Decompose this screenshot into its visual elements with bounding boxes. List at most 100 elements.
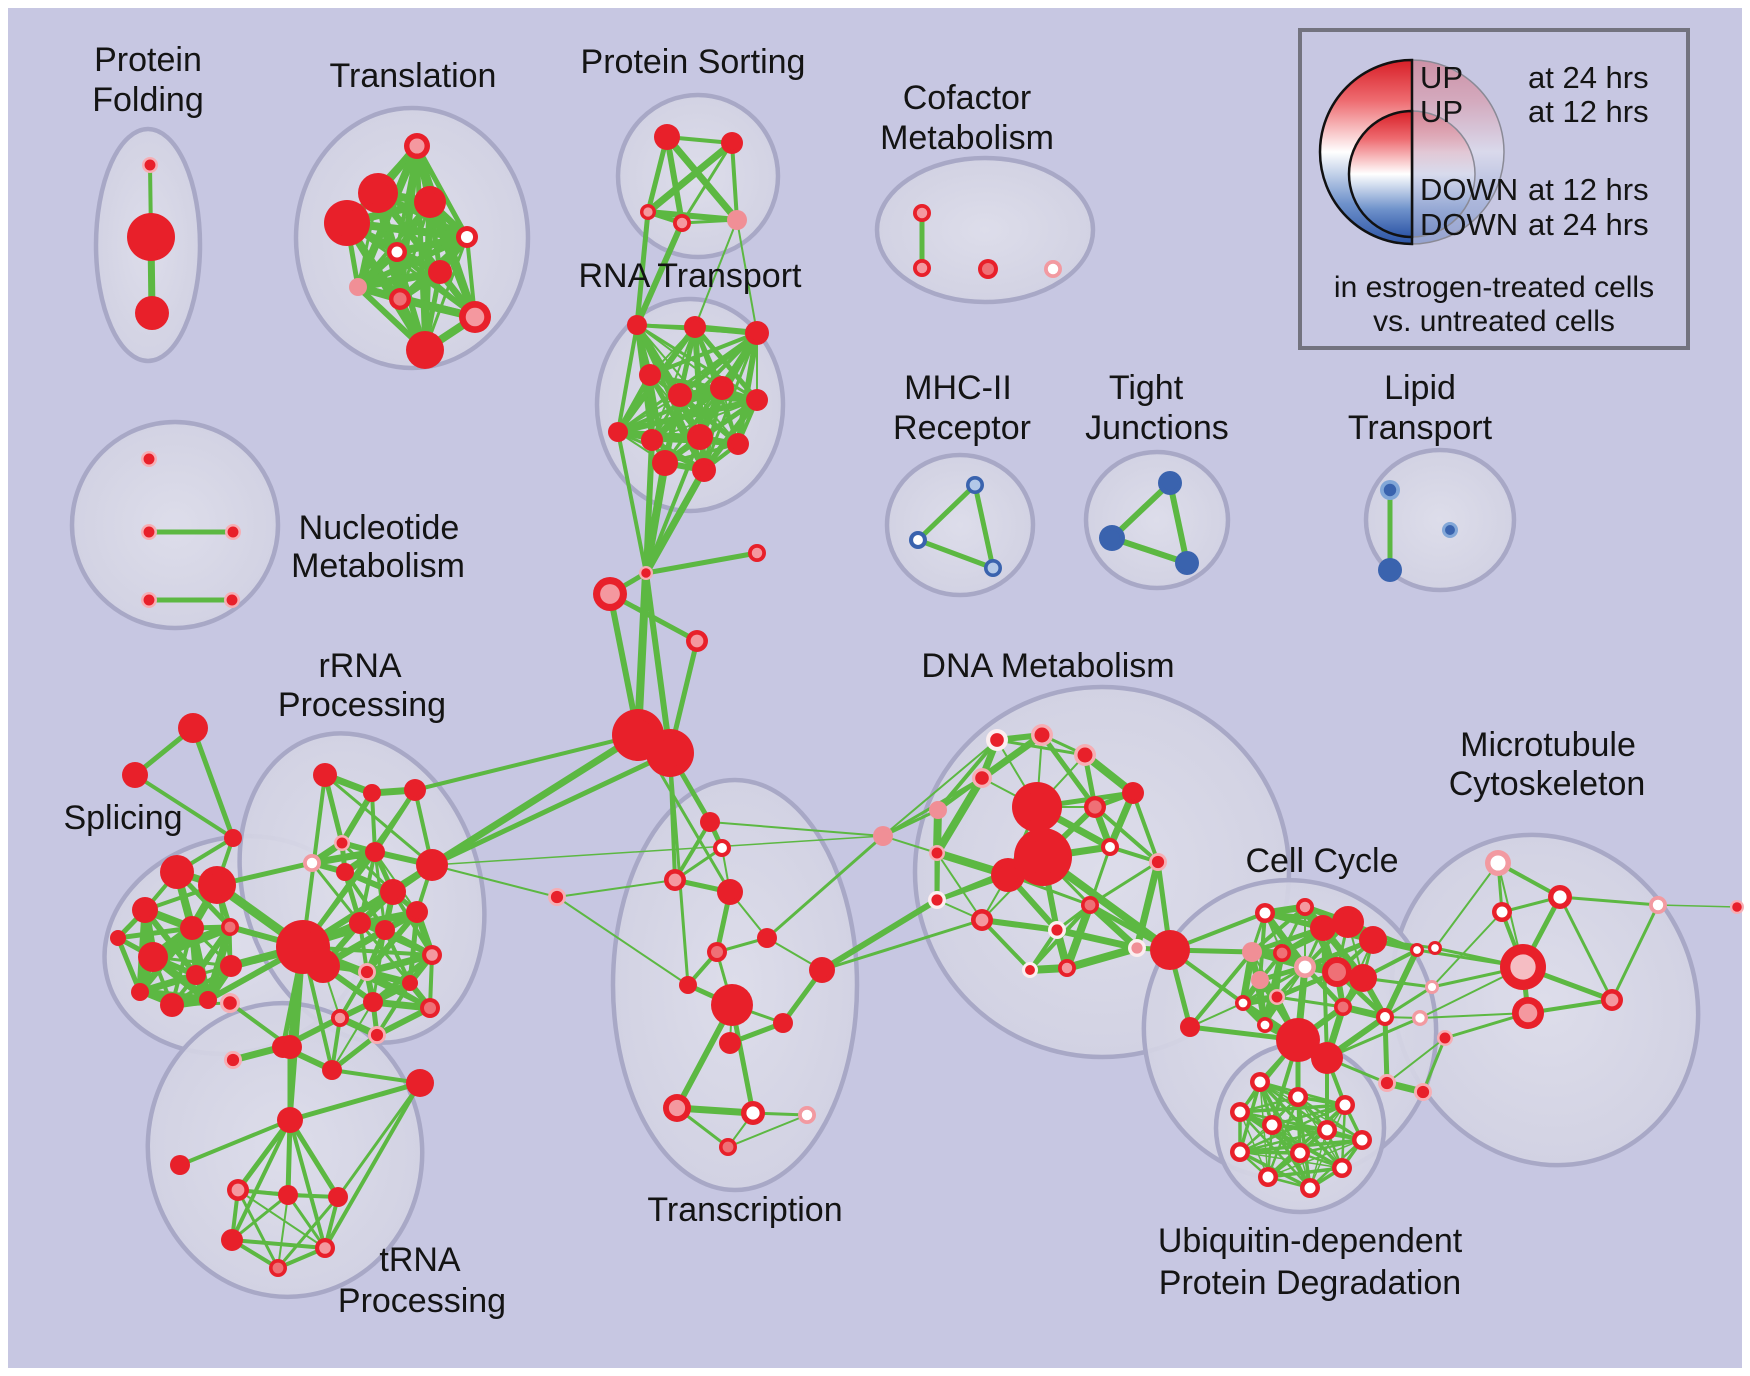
edge (413, 733, 640, 792)
edge (736, 219, 758, 334)
node-translation (324, 200, 370, 246)
cluster-label-rrna: Processing (278, 686, 446, 724)
edge (1250, 905, 1307, 954)
node-translation (414, 186, 446, 218)
node-rna_transport (627, 315, 647, 335)
edge (664, 134, 685, 226)
cluster-label-protein_folding: Protein (94, 41, 202, 79)
node-dna (1081, 896, 1099, 914)
edge (1610, 903, 1660, 1002)
edge (634, 209, 651, 328)
edge (431, 835, 884, 866)
edge (276, 1195, 340, 1270)
legend-time-3: at 24 hrs (1528, 207, 1649, 242)
edge (615, 397, 760, 435)
node-ubiquitin (1230, 1102, 1250, 1122)
edge (1431, 911, 1503, 988)
edge (323, 1081, 422, 1250)
edge (556, 896, 689, 986)
edge (339, 790, 375, 846)
node-microtubule (1412, 1010, 1428, 1026)
cluster-ellipse-mhc (884, 452, 1036, 598)
legend-box (1298, 28, 1690, 350)
node-tight_junctions (1158, 471, 1182, 495)
edge (616, 386, 724, 434)
node-ubiquitin (1290, 1143, 1310, 1163)
node-rrna (331, 1009, 349, 1027)
node-microtubule (1730, 900, 1744, 914)
edge (882, 739, 998, 837)
edge (642, 466, 708, 577)
legend-time-0: at 24 hrs (1528, 60, 1649, 95)
node-rrna (406, 901, 428, 923)
node-ubiquitin (1335, 1095, 1355, 1115)
node-dna (1022, 962, 1038, 978)
edge (1383, 985, 1434, 1019)
node-free (224, 829, 242, 847)
cluster-label-tight_junctions: Tight (1109, 369, 1184, 407)
node-transcription (679, 976, 697, 994)
node-translation (456, 226, 478, 248)
edge (881, 808, 940, 838)
edge (1275, 995, 1345, 1009)
cluster-ellipse-lipid (1363, 447, 1517, 593)
node-rna_transport (639, 364, 661, 386)
cluster-label-nucleotide: Nucleotide (299, 509, 460, 547)
node-microtubule (1437, 1030, 1453, 1046)
node-splicing (131, 983, 149, 1001)
edge (644, 435, 702, 575)
node-cell_cycle (1235, 995, 1251, 1011)
node-cell_cycle (1349, 964, 1377, 992)
node-splicing (110, 930, 126, 946)
node-translation (404, 133, 430, 159)
node-translation (406, 331, 444, 369)
node-protein_folding (135, 296, 169, 330)
node-transcription (713, 839, 731, 857)
node-rna_transport (652, 450, 678, 476)
cluster-label-ubiquitin: Ubiquitin-dependent (1158, 1222, 1463, 1260)
edge (428, 731, 642, 869)
edge (1434, 862, 1499, 949)
node-trna (170, 1155, 190, 1175)
edge (634, 569, 650, 739)
node-transcription (663, 1094, 691, 1122)
edge (1088, 860, 1160, 907)
node-cell_cycle (1242, 942, 1262, 962)
node-rrna (375, 920, 395, 940)
edge (616, 323, 639, 434)
network-nodes (110, 124, 1744, 1277)
edge (1238, 1150, 1302, 1155)
cluster-label-ubiquitin: Protein Degradation (1159, 1264, 1461, 1302)
edge (1109, 535, 1190, 566)
edge (372, 787, 418, 855)
cluster-label-protein_folding: Folding (92, 81, 204, 119)
node-transcription (741, 1101, 765, 1125)
cluster-label-cofactor: Cofactor (903, 79, 1032, 117)
node-nucleotide (225, 524, 241, 540)
edge (1131, 791, 1160, 864)
node-rrna (349, 912, 371, 934)
legend-direction-3: DOWN (1420, 207, 1518, 242)
node-microtubule (1601, 989, 1623, 1011)
edge (1188, 950, 1254, 1029)
edge (230, 1238, 327, 1250)
node-dna (1149, 853, 1167, 871)
node-lipid (1378, 558, 1402, 582)
node-dna (1150, 930, 1190, 970)
node-trna (328, 1187, 348, 1207)
node-dna (991, 858, 1025, 892)
node-cell_cycle (1257, 1017, 1273, 1033)
node-rna_transport (727, 433, 749, 455)
node-rrna (336, 863, 354, 881)
node-rna_transport (710, 376, 734, 400)
node-rna_transport (692, 458, 716, 482)
cluster-label-mhc: MHC-II (904, 369, 1012, 407)
node-protein_folding (127, 213, 175, 261)
node-protein_sorting (727, 210, 747, 230)
node-dna (972, 768, 992, 788)
node-cell_cycle (1310, 915, 1336, 941)
edge (1239, 1111, 1269, 1178)
node-rrna (363, 992, 383, 1012)
